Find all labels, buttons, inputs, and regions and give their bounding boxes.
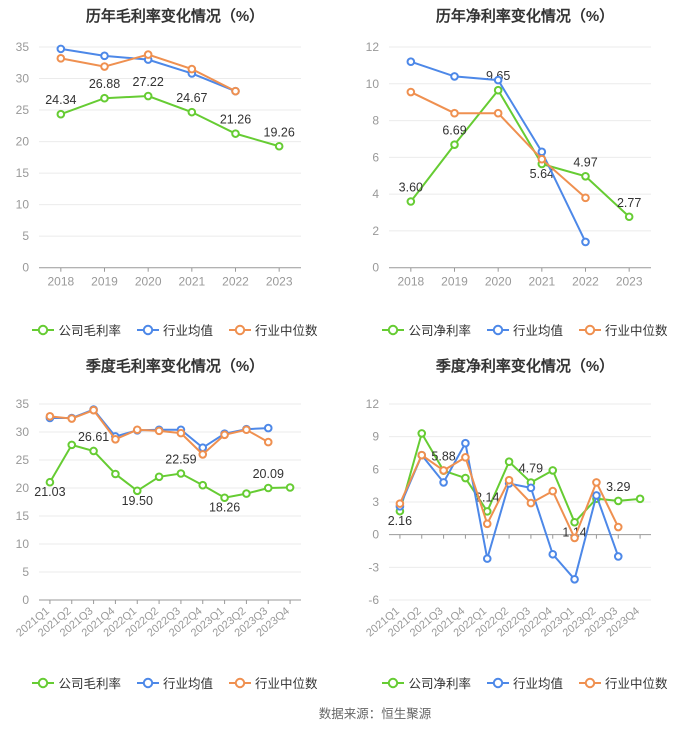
- svg-text:10: 10: [366, 77, 380, 91]
- svg-text:26.88: 26.88: [89, 77, 120, 91]
- svg-text:30: 30: [16, 72, 30, 86]
- svg-text:5: 5: [22, 229, 29, 243]
- svg-text:25: 25: [16, 103, 30, 117]
- svg-text:3: 3: [372, 495, 379, 509]
- svg-text:0: 0: [22, 593, 29, 607]
- svg-text:19.26: 19.26: [264, 125, 295, 139]
- svg-text:35: 35: [16, 40, 30, 54]
- svg-text:18.26: 18.26: [209, 501, 240, 515]
- svg-text:8: 8: [372, 114, 379, 128]
- svg-text:20: 20: [16, 135, 30, 149]
- svg-text:27.22: 27.22: [133, 75, 164, 89]
- svg-text:21.26: 21.26: [220, 113, 251, 127]
- svg-text:21.03: 21.03: [34, 485, 65, 499]
- svg-text:10: 10: [16, 198, 30, 212]
- svg-text:-3: -3: [368, 560, 379, 574]
- svg-text:10: 10: [16, 537, 30, 551]
- svg-text:0: 0: [372, 261, 379, 275]
- svg-text:历年毛利率变化情况（%）: 历年毛利率变化情况（%）: [86, 7, 264, 25]
- svg-text:5: 5: [22, 565, 29, 579]
- svg-text:24.34: 24.34: [45, 93, 76, 107]
- svg-text:2.16: 2.16: [388, 514, 412, 528]
- svg-text:2019: 2019: [441, 275, 468, 289]
- svg-text:季度净利率变化情况（%）: 季度净利率变化情况（%）: [436, 357, 614, 375]
- svg-text:20.09: 20.09: [253, 467, 284, 481]
- svg-text:20: 20: [16, 481, 30, 495]
- svg-text:4.97: 4.97: [573, 155, 597, 169]
- svg-text:2023: 2023: [616, 275, 643, 289]
- svg-text:2021: 2021: [178, 275, 205, 289]
- svg-text:6: 6: [372, 462, 379, 476]
- svg-text:0: 0: [372, 528, 379, 542]
- svg-text:30: 30: [16, 425, 30, 439]
- svg-text:2020: 2020: [135, 275, 162, 289]
- svg-text:35: 35: [16, 397, 30, 411]
- svg-text:3.29: 3.29: [606, 480, 630, 494]
- svg-text:9: 9: [372, 430, 379, 444]
- svg-text:22.59: 22.59: [165, 452, 196, 466]
- svg-text:0: 0: [22, 261, 29, 275]
- svg-text:12: 12: [366, 40, 380, 54]
- svg-text:季度毛利率变化情况（%）: 季度毛利率变化情况（%）: [86, 357, 264, 375]
- svg-text:2019: 2019: [91, 275, 118, 289]
- svg-text:6.69: 6.69: [442, 124, 466, 138]
- svg-text:2.77: 2.77: [617, 196, 641, 210]
- svg-text:2: 2: [372, 224, 379, 238]
- svg-text:3.60: 3.60: [399, 180, 423, 194]
- svg-text:12: 12: [366, 397, 380, 411]
- svg-text:历年净利率变化情况（%）: 历年净利率变化情况（%）: [436, 7, 614, 25]
- svg-text:5.88: 5.88: [431, 450, 455, 464]
- svg-text:2022: 2022: [572, 275, 599, 289]
- svg-text:2022: 2022: [222, 275, 249, 289]
- svg-text:26.61: 26.61: [78, 430, 109, 444]
- svg-text:4: 4: [372, 187, 379, 201]
- svg-text:15: 15: [16, 509, 30, 523]
- svg-text:25: 25: [16, 453, 30, 467]
- svg-text:2021: 2021: [528, 275, 555, 289]
- svg-text:-6: -6: [368, 593, 379, 607]
- svg-text:2018: 2018: [397, 275, 424, 289]
- svg-text:2018: 2018: [47, 275, 74, 289]
- svg-text:24.67: 24.67: [176, 91, 207, 105]
- svg-text:2023: 2023: [266, 275, 293, 289]
- svg-text:2020: 2020: [485, 275, 512, 289]
- svg-text:6: 6: [372, 150, 379, 164]
- svg-text:19.50: 19.50: [122, 494, 153, 508]
- svg-text:15: 15: [16, 166, 30, 180]
- svg-text:4.79: 4.79: [519, 462, 543, 476]
